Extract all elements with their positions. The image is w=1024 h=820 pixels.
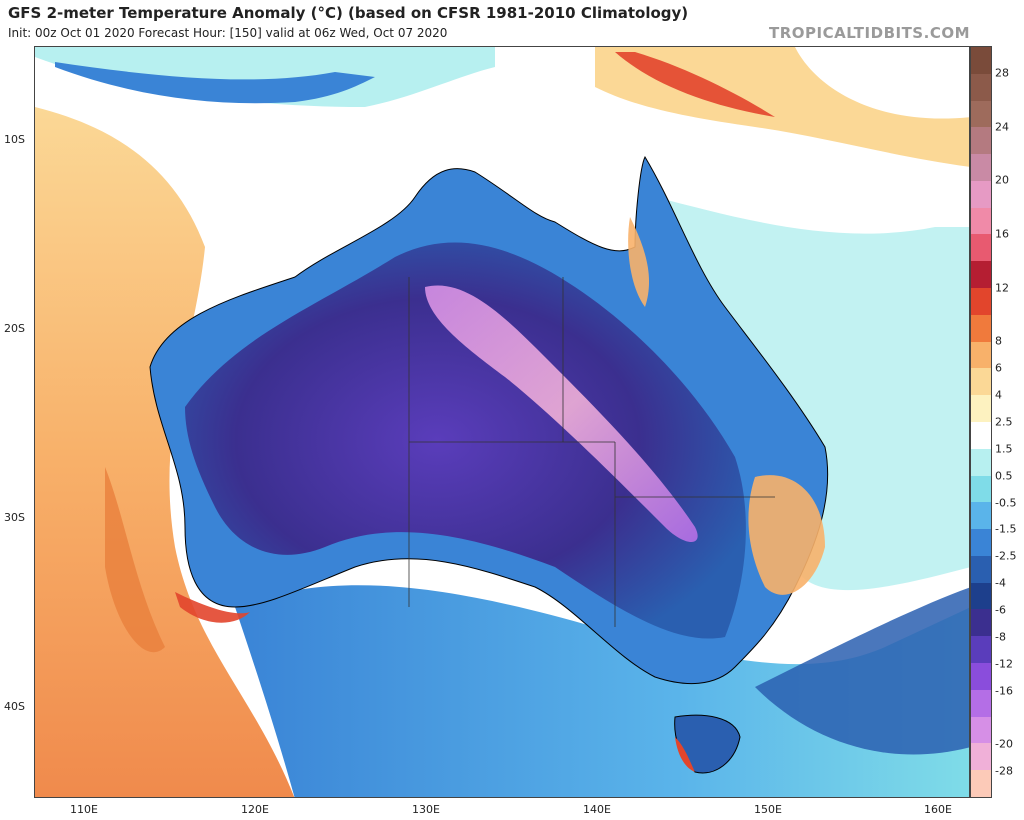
colorbar-swatch [971, 127, 991, 155]
colorbar-swatch [971, 368, 991, 396]
chart-title: GFS 2-meter Temperature Anomaly (°C) (ba… [8, 4, 689, 22]
colorbar-label: -6 [995, 603, 1006, 617]
colorbar-swatch [971, 555, 991, 583]
colorbar-swatch [971, 421, 991, 449]
indonesia-islands [55, 62, 375, 104]
coral-sea-anomaly [655, 197, 969, 591]
map-canvas [35, 47, 969, 797]
colorbar-swatch [971, 100, 991, 128]
colorbar [970, 46, 992, 798]
colorbar-label: 8 [995, 334, 1002, 348]
colorbar-swatch [971, 770, 991, 797]
colorbar-label: 12 [995, 281, 1009, 295]
colorbar-swatch [971, 207, 991, 235]
lon-label: 110E [70, 803, 98, 816]
colorbar-swatch [971, 180, 991, 208]
lon-label: 120E [241, 803, 269, 816]
colorbar-swatch [971, 609, 991, 637]
colorbar-swatch [971, 743, 991, 771]
colorbar-swatch [971, 716, 991, 744]
east-coast-warm [748, 475, 825, 595]
colorbar-label: 16 [995, 227, 1009, 241]
chart-subtitle: Init: 00z Oct 01 2020 Forecast Hour: [15… [8, 26, 448, 40]
warm-core [105, 467, 165, 653]
lon-label: 150E [754, 803, 782, 816]
new-guinea-warm [615, 52, 775, 117]
colorbar-label: -20 [995, 737, 1013, 751]
colorbar-swatch [971, 502, 991, 530]
coldest-streak [425, 285, 698, 542]
colorbar-label: 1.5 [995, 442, 1013, 456]
lon-label: 130E [412, 803, 440, 816]
colorbar-label: 0.5 [995, 469, 1013, 483]
colorbar-label: 28 [995, 66, 1009, 80]
colorbar-swatch [971, 689, 991, 717]
colorbar-swatch [971, 47, 991, 74]
lat-label: 40S [4, 700, 25, 713]
colorbar-swatch [971, 395, 991, 422]
cold-core-anomaly [185, 242, 746, 639]
colorbar-label: 24 [995, 120, 1009, 134]
colorbar-swatch [971, 234, 991, 262]
colorbar-swatch [971, 582, 991, 610]
colorbar-swatch [971, 636, 991, 663]
colorbar-label: -16 [995, 684, 1013, 698]
lon-label: 160E [924, 803, 952, 816]
colorbar-swatch [971, 73, 991, 101]
colorbar-swatch [971, 475, 991, 503]
lat-label: 10S [4, 133, 25, 146]
colorbar-swatch [971, 288, 991, 315]
colorbar-label: -28 [995, 764, 1013, 778]
colorbar-swatch [971, 341, 991, 369]
colorbar-label: 2.5 [995, 415, 1013, 429]
sw-coast-warm [175, 592, 250, 623]
west-warm-anomaly [35, 107, 295, 797]
colorbar-label: -2.5 [995, 549, 1017, 563]
colorbar-swatch [971, 154, 991, 181]
southeast-cold-patch [755, 587, 969, 755]
colorbar-swatch [971, 314, 991, 342]
brand-watermark: TROPICALTIDBITS.COM [769, 24, 970, 42]
colorbar-label: -12 [995, 657, 1013, 671]
lat-label: 20S [4, 322, 25, 335]
anomaly-map [34, 46, 970, 798]
southern-ocean-anomaly [235, 585, 969, 797]
colorbar-label: 20 [995, 173, 1009, 187]
tasmania-warm [675, 737, 695, 772]
lon-label: 140E [583, 803, 611, 816]
colorbar-label: -4 [995, 576, 1006, 590]
cape-york-warm [628, 217, 650, 307]
indonesia-anomaly [35, 47, 495, 107]
lat-label: 30S [4, 511, 25, 524]
colorbar-swatch [971, 261, 991, 289]
colorbar-swatch [971, 529, 991, 556]
colorbar-label: 6 [995, 361, 1002, 375]
colorbar-label: 4 [995, 388, 1002, 402]
colorbar-label: -1.5 [995, 522, 1017, 536]
colorbar-label: -8 [995, 630, 1006, 644]
colorbar-label: -0.5 [995, 496, 1017, 510]
colorbar-swatch [971, 662, 991, 690]
colorbar-swatch [971, 448, 991, 476]
